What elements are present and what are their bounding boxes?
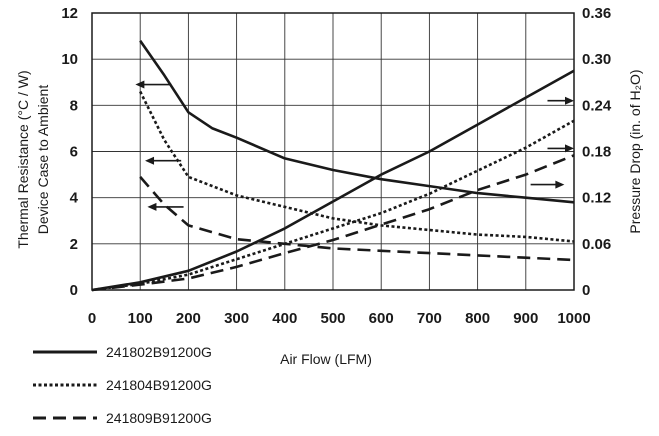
y-right-tick-label: 0.12: [582, 190, 611, 207]
right-axis-arrow-head: [555, 180, 565, 189]
y-right-tick-label: 0.30: [582, 51, 611, 68]
x-tick-label: 100: [128, 310, 153, 327]
y-left-tick-label: 8: [70, 97, 78, 114]
legend-label: 241804B91200G: [106, 377, 212, 393]
y-right-tick-label: 0.06: [582, 236, 611, 253]
legend: 241802B91200G 241804B91200G 241809B91200…: [33, 344, 212, 426]
x-tick-label: 400: [272, 310, 297, 327]
x-tick-label: 200: [176, 310, 201, 327]
pressure-drop-line: [91, 69, 575, 292]
tick-labels: 0 100 200 300 400 500 600 700 800 900 1000 0 2 4 6 8 10 1…: [61, 5, 612, 327]
grid: [91, 12, 575, 291]
series-lines: [91, 39, 575, 292]
x-tick-label: 700: [417, 310, 442, 327]
y-left-tick-label: 4: [70, 190, 79, 207]
legend-label: 241802B91200G: [106, 344, 212, 360]
y-left-axis-title-line2: Device Case to Ambient: [35, 85, 51, 235]
x-tick-label: 1000: [557, 310, 590, 327]
right-axis-arrow-head: [565, 96, 574, 105]
x-tick-label: 500: [320, 310, 345, 327]
pressure-drop-line: [91, 154, 575, 292]
y-left-tick-label: 2: [70, 236, 78, 253]
y-left-axis-title-line1: Thermal Resistance (°C / W): [15, 70, 31, 248]
axis-indicator-arrows: [135, 80, 574, 211]
x-tick-label: 600: [369, 310, 394, 327]
y-left-tick-label: 12: [61, 5, 78, 22]
left-axis-arrow-head: [147, 202, 157, 211]
x-tick-label: 0: [88, 310, 96, 327]
y-right-tick-label: 0.24: [582, 97, 612, 114]
plot-frame: [91, 12, 575, 291]
pressure-drop-line: [91, 119, 575, 292]
y-right-tick-label: 0.18: [582, 144, 611, 161]
x-tick-label: 900: [513, 310, 538, 327]
left-axis-arrow-head: [145, 156, 155, 165]
y-right-axis-title: Pressure Drop (in. of H₂O): [627, 69, 643, 233]
y-left-tick-label: 0: [70, 282, 78, 299]
legend-label: 241809B91200G: [106, 410, 212, 426]
thermal-resistance-line: [139, 90, 575, 243]
x-tick-label: 300: [224, 310, 249, 327]
y-right-tick-label: 0: [582, 282, 590, 299]
y-right-tick-label: 0.36: [582, 5, 611, 22]
left-axis-arrow-head: [135, 80, 145, 89]
y-left-tick-label: 10: [61, 51, 78, 68]
right-axis-arrow-head: [565, 144, 574, 153]
y-left-tick-label: 6: [70, 144, 78, 161]
x-tick-label: 800: [465, 310, 490, 327]
x-axis-title: Air Flow (LFM): [280, 351, 372, 367]
thermal-resistance-line: [139, 39, 575, 204]
